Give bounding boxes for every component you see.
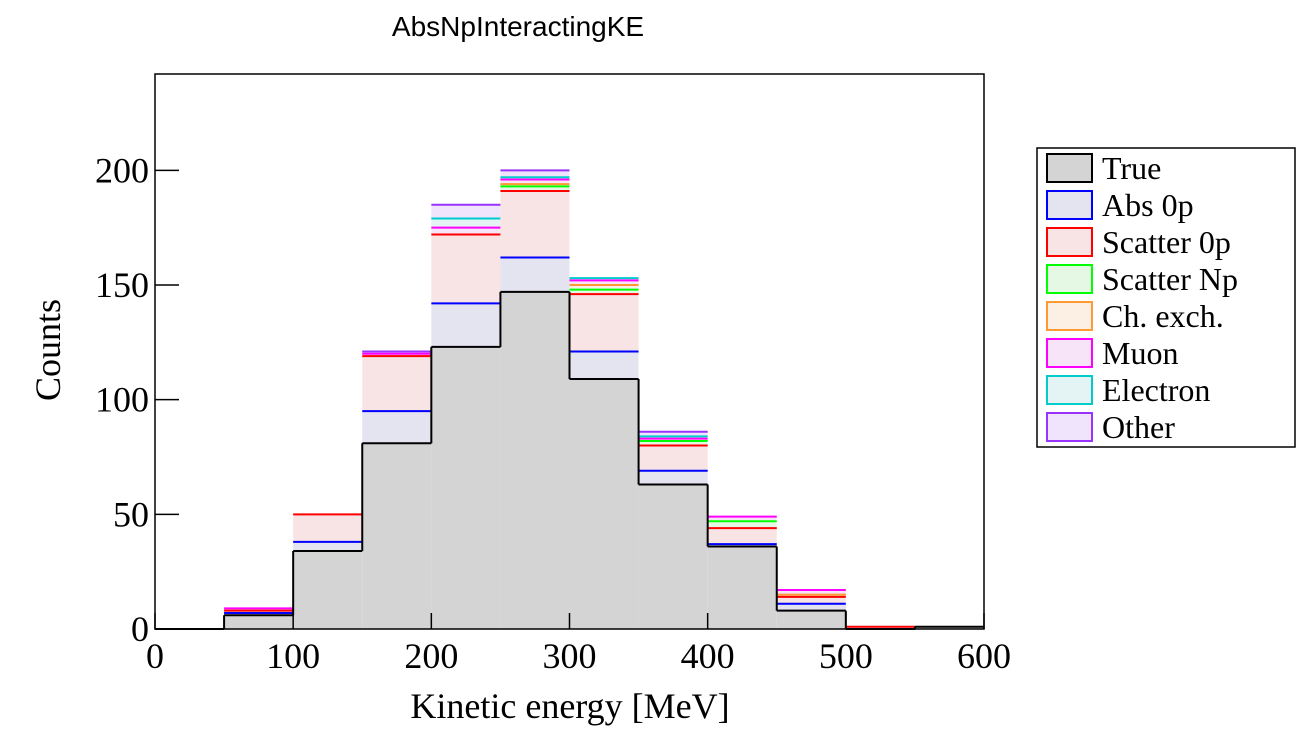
x-tick-label: 400 — [681, 636, 735, 676]
bar-segment — [500, 184, 570, 187]
bar-segment — [707, 516, 777, 522]
bar-segment — [293, 514, 363, 542]
legend-swatch — [1046, 227, 1093, 257]
bar-segment — [776, 596, 846, 604]
bar-segment — [500, 257, 570, 292]
bar-segment — [569, 284, 639, 290]
bar-segment — [362, 411, 432, 444]
legend-swatch — [1046, 375, 1093, 405]
bar-segment — [224, 615, 294, 629]
bar-segment — [638, 445, 708, 471]
bar-segment — [362, 351, 432, 354]
bar-segment — [776, 594, 846, 597]
y-axis-label: Counts — [28, 299, 68, 401]
y-tick-label: 100 — [95, 380, 149, 420]
bar-segment — [500, 186, 570, 191]
bar-segment — [569, 289, 639, 295]
x-tick-label: 500 — [819, 636, 873, 676]
legend-swatch — [1046, 153, 1093, 183]
legend-label: Other — [1102, 409, 1175, 445]
legend-label: Scatter 0p — [1102, 224, 1231, 260]
y-tick-label: 150 — [95, 265, 149, 305]
bar-segment — [845, 626, 915, 629]
bar-segment — [776, 590, 846, 595]
bar-segment — [569, 351, 639, 380]
bar-segment — [293, 541, 363, 552]
x-axis-label: Kinetic energy [MeV] — [410, 686, 729, 726]
bar-segment — [914, 626, 984, 629]
legend-label: Scatter Np — [1102, 261, 1238, 297]
legend-label: Muon — [1102, 335, 1178, 371]
bar-segment — [431, 227, 501, 235]
x-tick-label: 100 — [266, 636, 320, 676]
bar-segment — [362, 443, 432, 629]
legend-swatch — [1046, 264, 1093, 294]
bar-segment — [638, 438, 708, 441]
bar-segment — [569, 280, 639, 285]
bar-segment — [707, 546, 777, 629]
legend-swatch — [1046, 190, 1093, 220]
bar-segment — [569, 294, 639, 352]
bar-segment — [776, 610, 846, 629]
bar-segment — [638, 484, 708, 629]
bar-segment — [431, 303, 501, 347]
bar-segment — [224, 608, 294, 611]
bar-segment — [362, 353, 432, 357]
bar-segment — [500, 190, 570, 258]
bar-segment — [707, 521, 777, 529]
chart-title: AbsNpInteractingKE — [392, 11, 644, 42]
bar-segment — [224, 610, 294, 613]
bar-segment — [500, 291, 570, 629]
x-tick-label: 600 — [957, 636, 1011, 676]
x-tick-label: 200 — [404, 636, 458, 676]
y-tick-label: 200 — [95, 150, 149, 190]
bar-segment — [500, 179, 570, 185]
bar-segment — [500, 177, 570, 180]
y-tick-label: 50 — [113, 494, 149, 534]
bar-segment — [431, 218, 501, 228]
bar-segment — [431, 346, 501, 629]
bar-segment — [293, 551, 363, 629]
bar-segment — [569, 379, 639, 629]
legend-swatch — [1046, 301, 1093, 331]
bar-segment — [362, 356, 432, 412]
legend-swatch — [1046, 338, 1093, 368]
legend-label: True — [1102, 150, 1161, 186]
bar-segment — [224, 612, 294, 616]
legend-label: Abs 0p — [1102, 187, 1194, 223]
bar-segment — [707, 528, 777, 545]
bar-segment — [638, 431, 708, 437]
bar-segment — [638, 470, 708, 485]
bar-segment — [776, 603, 846, 611]
bar-segment — [707, 544, 777, 547]
bar-segment — [500, 170, 570, 178]
x-tick-label: 0 — [146, 636, 164, 676]
legend-swatch — [1046, 412, 1093, 442]
y-tick-label: 0 — [131, 609, 149, 649]
legend-label: Ch. exch. — [1102, 298, 1224, 334]
legend-label: Electron — [1102, 372, 1210, 408]
bar-segment — [431, 234, 501, 304]
bar-segment — [638, 440, 708, 446]
bar-segment — [431, 204, 501, 219]
bar-segment — [569, 278, 639, 281]
bar-segment — [638, 436, 708, 439]
x-tick-label: 300 — [543, 636, 597, 676]
